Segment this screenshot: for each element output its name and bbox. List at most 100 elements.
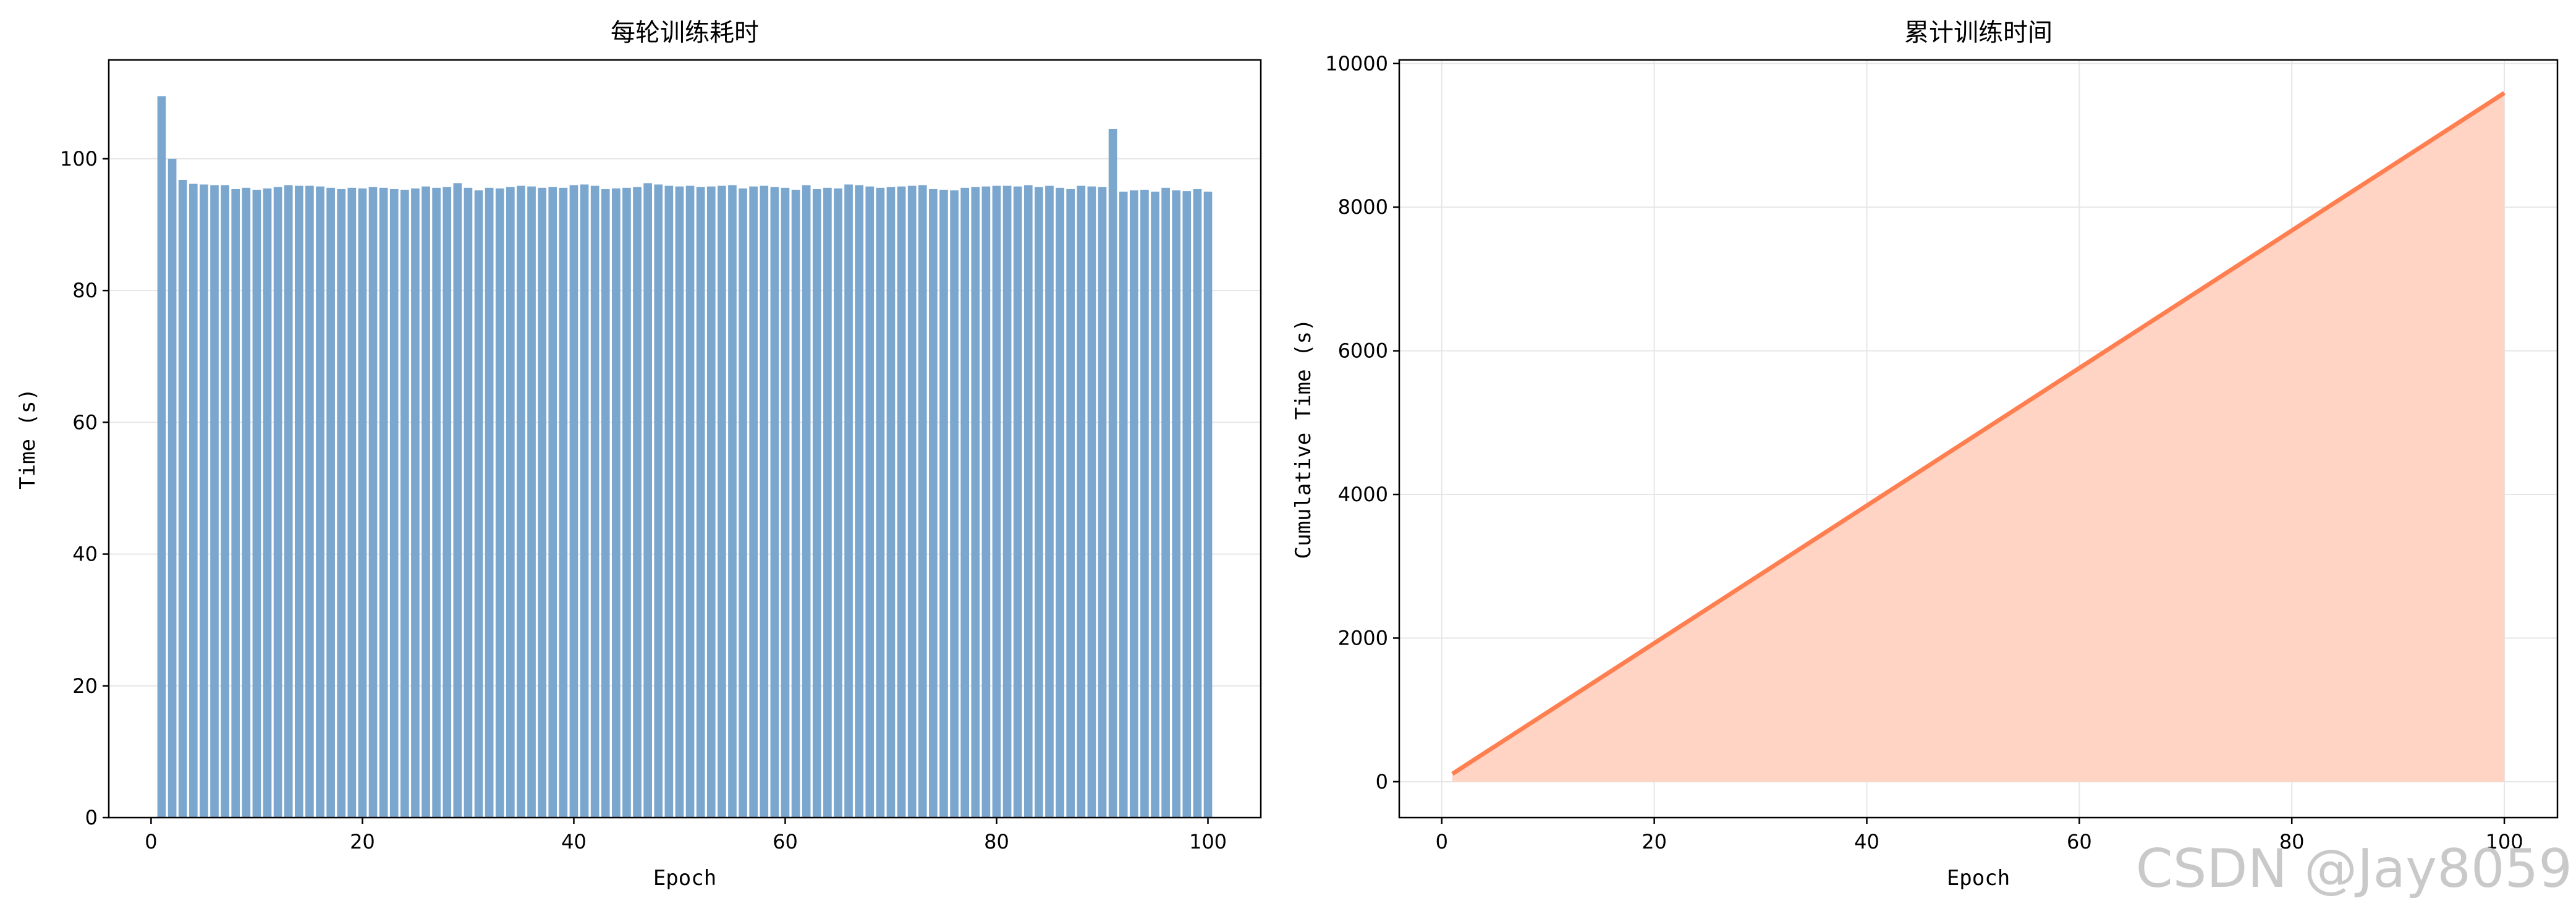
bar (844, 184, 853, 818)
cumulative-chart-x-tick-label: 60 (2067, 830, 2092, 853)
bar (580, 184, 589, 818)
cumulative-chart-x-tick-label: 100 (2485, 830, 2523, 853)
bar (358, 188, 367, 818)
bar (706, 186, 716, 818)
bar (1119, 192, 1128, 818)
bar (200, 184, 208, 818)
bar (834, 188, 842, 818)
cumulative-chart-y-tick-label: 2000 (1338, 626, 1388, 650)
bar (189, 184, 198, 818)
bar-chart-title: 每轮训练耗时 (611, 19, 759, 47)
bar (506, 187, 515, 818)
bar (443, 187, 452, 818)
bar (685, 185, 695, 818)
bar (1140, 190, 1149, 818)
bar-chart-ticks: 0 20 40 60 80 100 0 20 40 60 80 100 (60, 147, 1227, 853)
bar (907, 185, 917, 818)
bar (981, 186, 991, 818)
bar (664, 185, 674, 818)
bar (1108, 129, 1117, 818)
bar-chart-x-tick-label: 40 (561, 830, 587, 853)
bar-chart-x-axis-label: Epoch (653, 866, 716, 891)
bar (453, 183, 462, 818)
bar-chart-x-tick-label: 0 (145, 830, 157, 853)
bar (590, 185, 600, 818)
cumulative-chart-x-axis-label: Epoch (1947, 866, 2010, 891)
bar-chart: 0 20 40 60 80 100 0 20 40 60 80 100 每轮训练耗时 Epoch Ti… (15, 19, 1262, 891)
bar (347, 187, 357, 818)
bar-chart-x-tick-label: 80 (984, 830, 1009, 853)
bar (242, 187, 251, 818)
bar-chart-y-tick-label: 40 (72, 543, 98, 566)
bar-chart-frame (108, 59, 1262, 819)
bar (612, 188, 621, 818)
bar (781, 187, 790, 818)
bar (749, 186, 758, 818)
cumulative-chart-y-axis-label: Cumulative Time (s) (1291, 319, 1316, 559)
bar (1161, 187, 1170, 818)
bar (1066, 188, 1075, 818)
bar (495, 188, 504, 818)
bar (326, 187, 335, 818)
bar (252, 190, 261, 818)
bar (1203, 192, 1213, 818)
cumulative-chart-y-tick-label: 10000 (1325, 52, 1388, 75)
bar-chart-x-tick-label: 20 (350, 830, 375, 853)
bar (548, 187, 557, 818)
bar (643, 183, 652, 818)
bar (485, 187, 494, 818)
cumulative-chart-y-tick-label: 8000 (1338, 195, 1388, 219)
cumulative-chart-x-tick-label: 80 (2279, 830, 2305, 853)
bar (400, 190, 409, 818)
bar (739, 188, 747, 818)
bar (1013, 186, 1022, 818)
bar (633, 187, 642, 818)
bar (305, 185, 314, 818)
bar (601, 188, 610, 818)
watermark: CSDN @Jay8059 (2135, 838, 2572, 900)
bar-chart-y-tick-label: 0 (85, 806, 98, 829)
bar (865, 186, 875, 818)
cumulative-line (1451, 91, 2506, 776)
bar (950, 190, 959, 818)
bar (527, 186, 536, 818)
cumulative-chart-x-tick-label: 20 (1642, 830, 1667, 853)
bar (718, 185, 726, 818)
bar (221, 185, 229, 818)
cumulative-chart-frame (1398, 59, 2559, 819)
bar (855, 185, 864, 818)
bar (538, 187, 546, 818)
bar (918, 185, 927, 818)
bar (167, 158, 177, 818)
bar (728, 185, 737, 818)
bar (886, 187, 896, 818)
cumulative-chart: 0 2000 4000 6000 8000 10000 0 20 40 60 80 100 累计训练时… (1291, 19, 2559, 891)
bar (569, 185, 578, 818)
bar (389, 188, 399, 818)
bar (1172, 190, 1181, 818)
cumulative-chart-y-tick-label: 4000 (1338, 483, 1388, 506)
bar-chart-y-axis-label: Time (s) (15, 388, 40, 489)
bar-chart-y-tick-label: 20 (72, 674, 98, 698)
bar (1129, 190, 1138, 818)
bar (654, 184, 663, 818)
bar (876, 187, 885, 818)
bar (316, 186, 324, 818)
bar (1193, 188, 1202, 818)
bar (992, 185, 1001, 818)
bar (622, 187, 631, 818)
bar-chart-y-tick-label: 80 (72, 279, 98, 302)
bar (1182, 191, 1192, 818)
bar (823, 187, 832, 818)
bar (294, 185, 303, 818)
bar (1151, 192, 1159, 818)
bar (675, 186, 684, 818)
bar (791, 190, 800, 818)
bar (1002, 185, 1012, 818)
bar (770, 187, 779, 818)
bar (157, 96, 166, 818)
bar (760, 185, 769, 818)
bar-chart-y-tick-label: 100 (60, 147, 98, 171)
cumulative-chart-x-tick-label: 40 (1854, 830, 1879, 853)
